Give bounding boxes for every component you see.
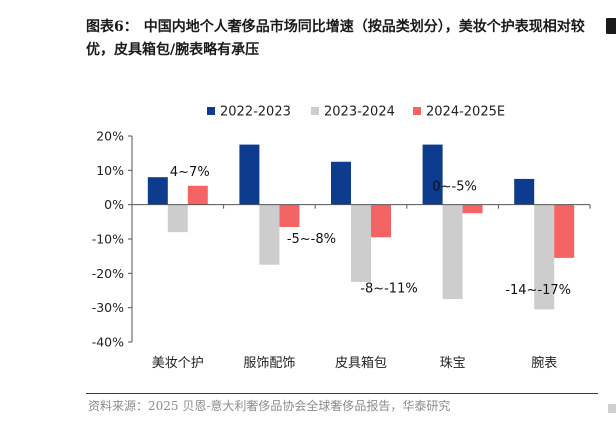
bar-chart: 20% 10% 0% -10% -20% -30% -40% 美妆个护 服饰配饰 皮具箱包 珠宝 腕表… xyxy=(92,105,591,371)
bar-2-1 xyxy=(167,204,188,233)
figure-title: 中国内地个人奢侈品市场同比增速（按品类划分），美妆个护表现相对较优，皮具箱包/腕… xyxy=(86,19,585,58)
figure-title-block: 图表6： 中国内地个人奢侈品市场同比增速（按品类划分），美妆个护表现相对较优，皮具… xyxy=(86,16,596,62)
annotation-label: 4~7% xyxy=(170,165,210,180)
bar-3-2 xyxy=(279,204,300,227)
bar-1-2 xyxy=(239,144,260,205)
annotation-label: -5~-8% xyxy=(287,232,336,247)
bar-1-1 xyxy=(147,177,168,205)
annotation-label: -8~-11% xyxy=(360,281,417,296)
bar-2-2 xyxy=(259,204,280,265)
y-tick-label: -20% xyxy=(92,266,124,281)
x-tick-label: 服饰配饰 xyxy=(243,356,295,371)
y-tick-label: 0% xyxy=(104,197,124,212)
source-divider xyxy=(86,393,598,394)
bar-2-5 xyxy=(534,204,555,310)
y-tick-label: 10% xyxy=(96,163,124,178)
bar-3-4 xyxy=(462,204,483,214)
x-tick-label: 美妆个护 xyxy=(152,356,204,371)
bar-2-3 xyxy=(351,204,371,282)
legend-swatch-2 xyxy=(311,107,319,115)
annotation-label: 0~-5% xyxy=(432,180,476,195)
bar-3-5 xyxy=(554,204,575,258)
annotation-label: -14~-17% xyxy=(505,283,571,298)
bar-2-4 xyxy=(442,204,463,300)
legend-swatch-1 xyxy=(207,107,215,115)
bar-3-3 xyxy=(371,204,391,238)
cropped-edge-glyph xyxy=(606,18,616,34)
legend-label-1: 2022-2023 xyxy=(220,105,291,120)
x-tick-label: 皮具箱包 xyxy=(335,355,387,371)
cropped-edge-mark xyxy=(608,404,616,413)
x-tick-label: 腕表 xyxy=(531,355,557,371)
figure-label: 图表6： xyxy=(86,19,138,35)
bar-3-1 xyxy=(187,185,208,205)
y-tick-label: -30% xyxy=(92,300,124,315)
y-tick-label: -40% xyxy=(92,335,124,350)
legend-label-3: 2024-2025E xyxy=(426,105,505,120)
bar-1-5 xyxy=(514,178,535,205)
source-note: 资料来源：2025 贝恩-意大利奢侈品协会全球奢侈品报告，华泰研究 xyxy=(88,399,451,413)
y-tick-label: 20% xyxy=(96,129,124,144)
x-tick-label: 珠宝 xyxy=(440,356,466,371)
legend-label-2: 2023-2024 xyxy=(324,105,395,120)
legend-swatch-3 xyxy=(413,107,421,115)
y-tick-label: -10% xyxy=(92,232,124,247)
bar-1-4 xyxy=(422,144,443,205)
bar-1-3 xyxy=(331,161,351,205)
